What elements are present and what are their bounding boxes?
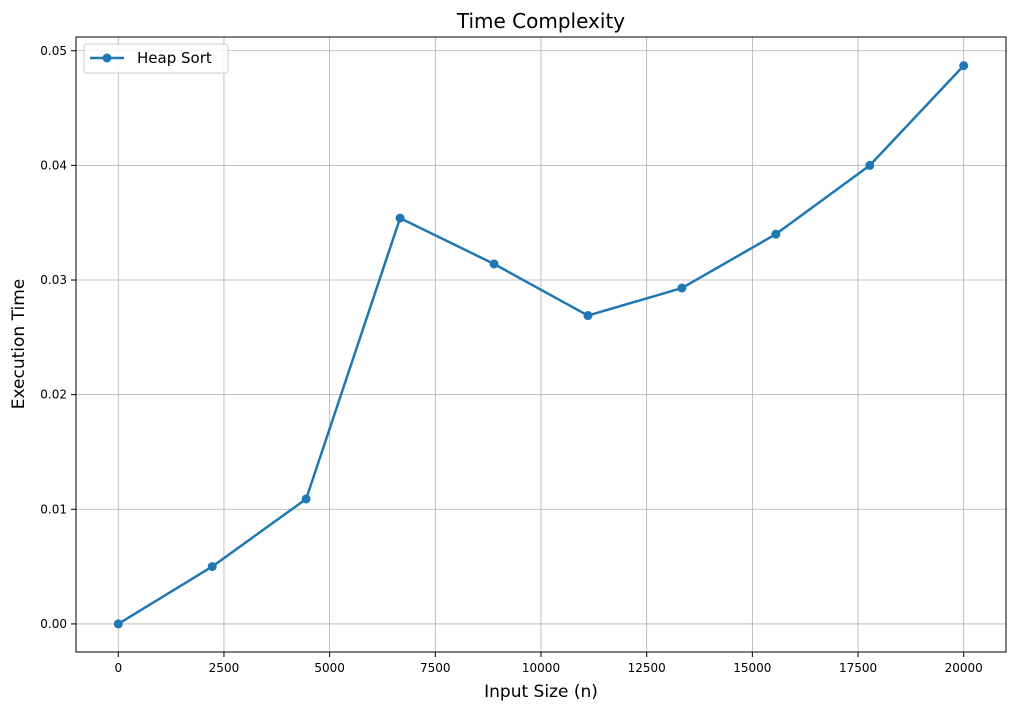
data-point: [395, 213, 405, 223]
x-tick-label: 2500: [209, 661, 240, 675]
chart-title: Time Complexity: [456, 9, 625, 33]
data-point: [959, 61, 969, 71]
series-layer: [113, 61, 969, 629]
x-tick-label: 5000: [314, 661, 345, 675]
x-axis-label: Input Size (n): [484, 682, 598, 702]
x-tick-label: 0: [114, 661, 122, 675]
data-point: [677, 283, 687, 293]
ticks: 0 2500 5000 7500 10000 12500 15000 17500 20000 0.…: [40, 44, 983, 675]
y-tick-label: 0.02: [40, 388, 67, 402]
data-point: [207, 562, 217, 572]
data-point: [771, 229, 781, 239]
data-point: [865, 160, 875, 170]
series-line-heap-sort: [117, 64, 965, 625]
legend-marker-swatch: [102, 53, 112, 63]
y-tick-label: 0.01: [40, 502, 67, 516]
y-tick-label: 0.00: [40, 617, 67, 631]
data-point: [583, 311, 593, 321]
x-tick-label: 10000: [522, 661, 560, 675]
x-tick-label: 17500: [839, 661, 877, 675]
y-tick-label: 0.04: [40, 158, 67, 172]
legend-box: [83, 43, 229, 74]
x-tick-label: 15000: [733, 661, 771, 675]
y-tick-label: 0.03: [40, 273, 67, 287]
grid: [76, 37, 1006, 652]
legend-label: Heap Sort: [137, 49, 212, 67]
y-tick-label: 0.05: [40, 44, 67, 58]
x-tick-label: 7500: [420, 661, 451, 675]
legend: Heap Sort: [83, 43, 229, 74]
x-tick-label: 12500: [628, 661, 666, 675]
data-point: [113, 619, 123, 629]
y-axis-label: Execution Time: [9, 279, 29, 409]
data-point: [301, 494, 311, 504]
data-point: [489, 259, 499, 269]
x-tick-label: 20000: [945, 661, 983, 675]
